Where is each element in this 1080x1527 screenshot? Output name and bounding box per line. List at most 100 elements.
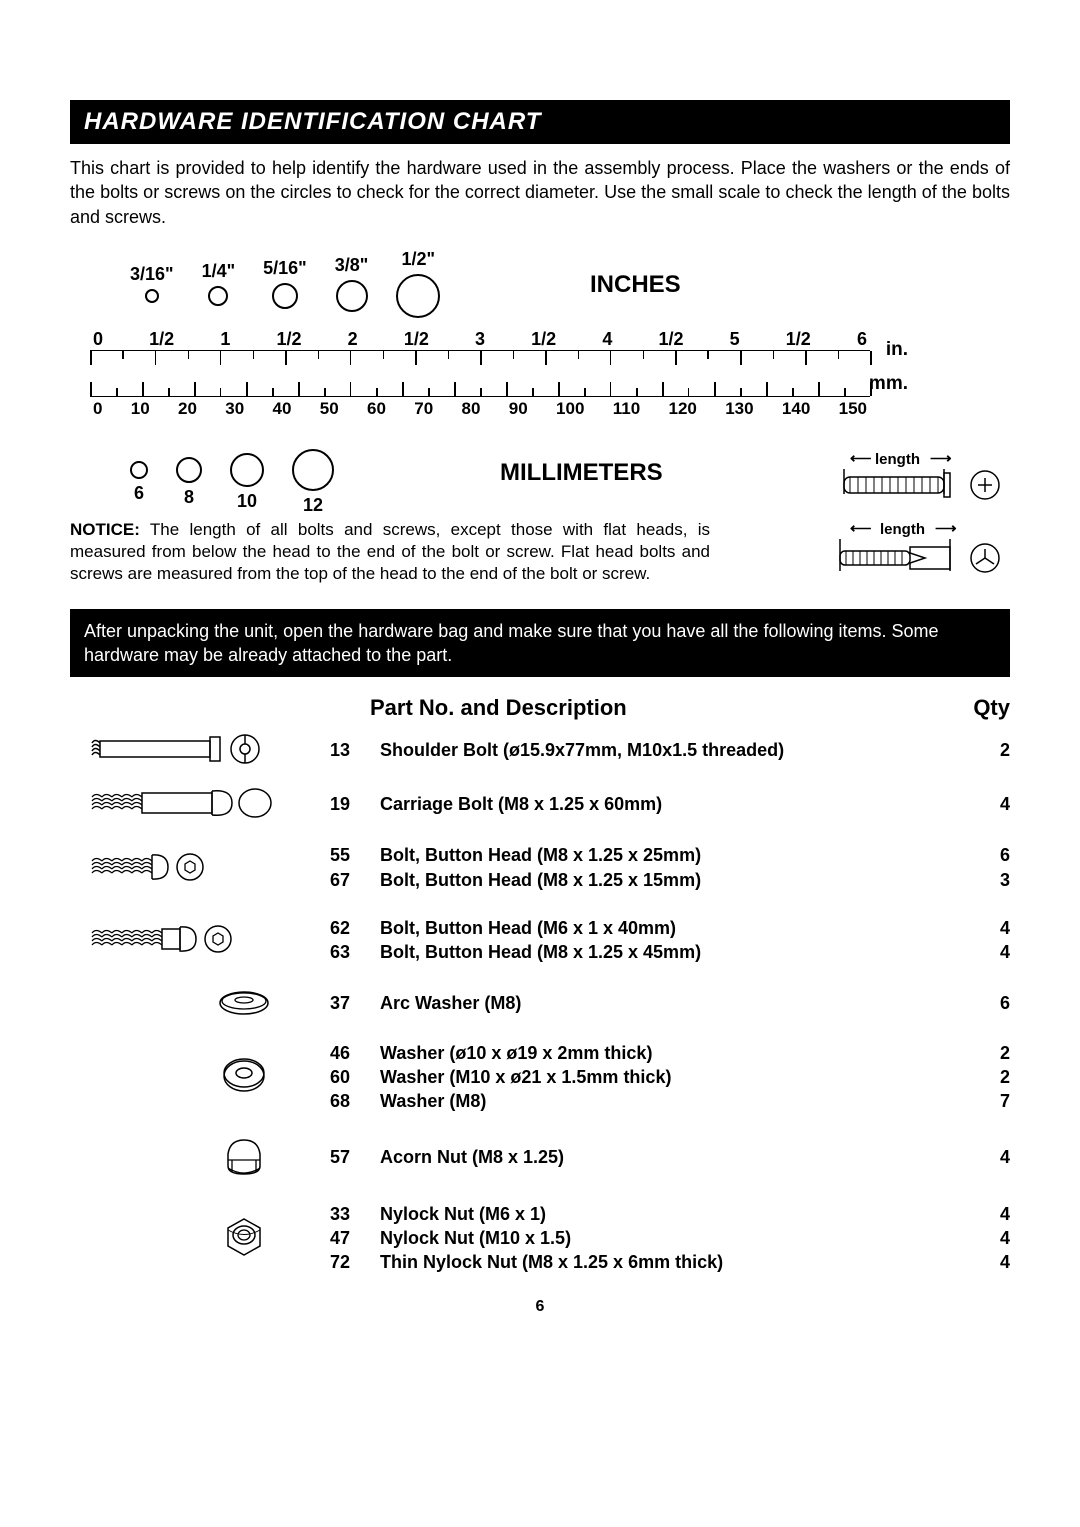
- button-bolt-short-icon: [70, 853, 330, 883]
- part-line: 19Carriage Bolt (M8 x 1.25 x 60mm)4: [330, 792, 1010, 816]
- ruler-tick: [188, 351, 190, 359]
- part-number: 67: [330, 868, 380, 892]
- circle-icon: [176, 457, 202, 483]
- carriage-bolt-icon: [70, 789, 330, 819]
- part-row: 62Bolt, Button Head (M6 x 1 x 40mm)463Bo…: [70, 916, 1010, 965]
- diameter-circle: 5/16": [263, 258, 307, 309]
- part-description: Washer (ø10 x ø19 x 2mm thick): [380, 1041, 970, 1065]
- part-line: 62Bolt, Button Head (M6 x 1 x 40mm)4: [330, 916, 1010, 940]
- svg-text:⟶: ⟶: [930, 450, 952, 467]
- part-description: Shoulder Bolt (ø15.9x77mm, M10x1.5 threa…: [380, 738, 970, 762]
- part-line: 68Washer (M8)7: [330, 1089, 1010, 1113]
- part-line: 46Washer (ø10 x ø19 x 2mm thick)2: [330, 1041, 1010, 1065]
- diameter-label: 6: [134, 483, 144, 504]
- part-number: 68: [330, 1089, 380, 1113]
- arc-washer-icon: [70, 989, 330, 1017]
- ruler-tick: [662, 382, 664, 396]
- shoulder-bolt-icon: [70, 735, 330, 765]
- part-lines: 62Bolt, Button Head (M6 x 1 x 40mm)463Bo…: [330, 916, 1010, 965]
- ruler-tick: [155, 351, 157, 365]
- diameter-label: 10: [237, 491, 257, 512]
- part-description: Washer (M10 x ø21 x 1.5mm thick): [380, 1065, 970, 1089]
- part-row: 37Arc Washer (M8)6: [70, 989, 1010, 1017]
- part-description: Nylock Nut (M10 x 1.5): [380, 1226, 970, 1250]
- part-lines: 55Bolt, Button Head (M8 x 1.25 x 25mm)66…: [330, 843, 1010, 892]
- page-number: 6: [70, 1298, 1010, 1316]
- ruler-tick-label: 40: [273, 399, 292, 419]
- ruler-tick: [610, 351, 612, 365]
- flat-washer-icon: [70, 1058, 330, 1096]
- ruler-tick: [324, 388, 326, 396]
- part-qty: 6: [970, 843, 1010, 867]
- diameter-label: 12: [303, 495, 323, 516]
- part-qty: 4: [970, 1226, 1010, 1250]
- svg-text:length: length: [875, 451, 920, 468]
- ruler-tick-label: 120: [669, 399, 697, 419]
- ruler-tick: [90, 351, 92, 365]
- ruler-tick: [707, 351, 709, 359]
- part-line: 33Nylock Nut (M6 x 1)4: [330, 1202, 1010, 1226]
- part-number: 62: [330, 916, 380, 940]
- circle-icon: [292, 449, 334, 491]
- ruler-tick: [402, 382, 404, 396]
- part-qty: 2: [970, 738, 1010, 762]
- part-row: 33Nylock Nut (M6 x 1)447Nylock Nut (M10 …: [70, 1202, 1010, 1275]
- diameter-circle: 3/8": [335, 255, 369, 312]
- part-number: 46: [330, 1041, 380, 1065]
- ruler-tick-label: 80: [462, 399, 481, 419]
- diameter-label: 3/16": [130, 264, 174, 285]
- ruler-tick: [142, 382, 144, 396]
- ruler-tick-label: 140: [782, 399, 810, 419]
- part-number: 33: [330, 1202, 380, 1226]
- ruler-tick: [253, 351, 255, 359]
- part-row: 19Carriage Bolt (M8 x 1.25 x 60mm)4: [70, 789, 1010, 819]
- circle-icon: [396, 274, 440, 318]
- ruler-tick: [688, 388, 690, 396]
- part-description: Bolt, Button Head (M8 x 1.25 x 45mm): [380, 940, 970, 964]
- ruler-tick: [220, 351, 222, 365]
- millimeters-label: MILLIMETERS: [500, 459, 663, 487]
- ruler-tick: [168, 388, 170, 396]
- part-row: 13Shoulder Bolt (ø15.9x77mm, M10x1.5 thr…: [70, 735, 1010, 765]
- ruler-tick-label: 1/2: [149, 329, 174, 350]
- length-diagram: ⟵ length ⟶ ⟵ length ⟶: [750, 449, 1010, 609]
- ruler-tick: [428, 388, 430, 396]
- part-qty: 6: [970, 991, 1010, 1015]
- ruler-tick-label: 30: [225, 399, 244, 419]
- ruler-tick: [448, 351, 450, 359]
- ruler-tick: [246, 382, 248, 396]
- part-description: Bolt, Button Head (M8 x 1.25 x 25mm): [380, 843, 970, 867]
- ruler-tick: [740, 388, 742, 396]
- ruler-tick: [558, 382, 560, 396]
- part-number: 13: [330, 738, 380, 762]
- part-line: 57Acorn Nut (M8 x 1.25)4: [330, 1145, 1010, 1169]
- part-description: Carriage Bolt (M8 x 1.25 x 60mm): [380, 792, 970, 816]
- part-qty: 4: [970, 916, 1010, 940]
- ruler-tick: [350, 351, 352, 365]
- ruler-tick: [480, 388, 482, 396]
- part-line: 60Washer (M10 x ø21 x 1.5mm thick)2: [330, 1065, 1010, 1089]
- circle-icon: [145, 289, 159, 303]
- diameter-label: 8: [184, 487, 194, 508]
- diameter-label: 1/4": [202, 261, 236, 282]
- ruler-tick-label: 20: [178, 399, 197, 419]
- ruler-tick: [740, 351, 742, 365]
- part-qty: 2: [970, 1041, 1010, 1065]
- part-lines: 57Acorn Nut (M8 x 1.25)4: [330, 1145, 1010, 1169]
- part-line: 72Thin Nylock Nut (M8 x 1.25 x 6mm thick…: [330, 1250, 1010, 1274]
- ruler-tick: [122, 351, 124, 359]
- notice-label: NOTICE:: [70, 520, 140, 539]
- ruler-tick-label: 150: [839, 399, 867, 419]
- ruler-tick: [636, 388, 638, 396]
- part-description: Thin Nylock Nut (M8 x 1.25 x 6mm thick): [380, 1250, 970, 1274]
- part-qty: 4: [970, 1250, 1010, 1274]
- ruler-tick: [454, 382, 456, 396]
- part-line: 67Bolt, Button Head (M8 x 1.25 x 15mm)3: [330, 868, 1010, 892]
- diameter-circle: 6: [130, 461, 148, 504]
- ruler-millimeters: 0102030405060708090100110120130140150 mm…: [90, 379, 870, 419]
- part-qty: 3: [970, 868, 1010, 892]
- diameter-circle: 12: [292, 449, 334, 516]
- ruler-tick: [792, 388, 794, 396]
- ruler-tick: [376, 388, 378, 396]
- part-lines: 33Nylock Nut (M6 x 1)447Nylock Nut (M10 …: [330, 1202, 1010, 1275]
